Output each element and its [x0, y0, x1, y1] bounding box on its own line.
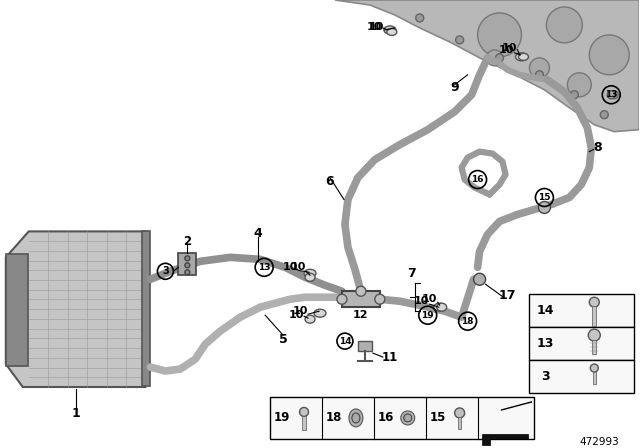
- Ellipse shape: [305, 315, 315, 323]
- Circle shape: [185, 263, 190, 268]
- Text: 3: 3: [162, 266, 169, 276]
- Text: 10: 10: [499, 45, 514, 55]
- Ellipse shape: [436, 303, 447, 311]
- Text: 16: 16: [378, 411, 394, 424]
- Text: 11: 11: [381, 351, 398, 364]
- Ellipse shape: [305, 273, 315, 281]
- Ellipse shape: [434, 303, 445, 311]
- Circle shape: [375, 294, 385, 304]
- Bar: [179, 254, 196, 275]
- Circle shape: [570, 91, 579, 99]
- Text: 14: 14: [537, 304, 554, 317]
- Circle shape: [495, 54, 504, 62]
- Text: 2: 2: [183, 235, 191, 248]
- Circle shape: [529, 58, 549, 78]
- Text: 10: 10: [414, 296, 429, 306]
- Bar: [529, 327, 634, 360]
- Text: 472993: 472993: [579, 437, 619, 447]
- Text: 10: 10: [422, 294, 437, 304]
- Ellipse shape: [314, 309, 326, 317]
- Text: 1: 1: [71, 407, 80, 420]
- Text: 8: 8: [593, 141, 602, 154]
- Circle shape: [589, 297, 599, 307]
- Ellipse shape: [384, 26, 396, 34]
- Bar: [342, 291, 380, 307]
- Polygon shape: [6, 232, 145, 387]
- Ellipse shape: [352, 413, 360, 423]
- Polygon shape: [335, 0, 639, 132]
- Circle shape: [600, 111, 608, 119]
- Bar: [143, 232, 150, 386]
- Text: 10: 10: [282, 263, 298, 272]
- Circle shape: [300, 407, 308, 417]
- Ellipse shape: [304, 269, 316, 277]
- Circle shape: [547, 7, 582, 43]
- Text: 10: 10: [367, 22, 383, 32]
- Circle shape: [538, 202, 550, 213]
- Circle shape: [611, 91, 618, 99]
- Bar: [302, 416, 306, 430]
- Circle shape: [568, 73, 591, 97]
- Circle shape: [474, 273, 486, 285]
- Polygon shape: [481, 434, 529, 445]
- Ellipse shape: [387, 28, 397, 35]
- Bar: [592, 306, 596, 326]
- Circle shape: [486, 50, 502, 66]
- Text: 14: 14: [339, 336, 351, 345]
- Text: 15: 15: [538, 193, 550, 202]
- Ellipse shape: [518, 53, 529, 60]
- Bar: [458, 417, 461, 429]
- Text: 4: 4: [254, 227, 262, 240]
- Text: 13: 13: [258, 263, 270, 272]
- Circle shape: [454, 408, 465, 418]
- Bar: [529, 294, 634, 327]
- Ellipse shape: [349, 409, 363, 427]
- Ellipse shape: [515, 53, 527, 61]
- Bar: [529, 360, 634, 393]
- Text: 10: 10: [291, 263, 306, 272]
- Text: 9: 9: [451, 81, 459, 94]
- Bar: [592, 340, 596, 354]
- Text: 10: 10: [502, 43, 517, 53]
- Text: 17: 17: [499, 289, 516, 302]
- Circle shape: [589, 35, 629, 75]
- Ellipse shape: [401, 411, 415, 425]
- Bar: [6, 254, 28, 366]
- Bar: [358, 341, 372, 351]
- Circle shape: [416, 14, 424, 22]
- Circle shape: [590, 364, 598, 372]
- Text: 18: 18: [326, 411, 342, 424]
- Circle shape: [185, 270, 190, 275]
- Text: 5: 5: [278, 332, 287, 345]
- Text: 19: 19: [421, 311, 434, 320]
- Circle shape: [607, 91, 615, 99]
- Circle shape: [456, 36, 463, 44]
- Circle shape: [185, 256, 190, 261]
- Circle shape: [536, 71, 543, 79]
- Text: 16: 16: [471, 175, 484, 184]
- Circle shape: [356, 286, 366, 296]
- Bar: [270, 397, 534, 439]
- Text: 7: 7: [408, 267, 416, 280]
- Circle shape: [404, 414, 412, 422]
- Text: 10: 10: [289, 310, 304, 320]
- Text: 6: 6: [326, 175, 334, 188]
- Text: 13: 13: [605, 90, 618, 99]
- Text: 19: 19: [274, 411, 291, 424]
- Text: 12: 12: [353, 310, 369, 320]
- Text: 3: 3: [541, 370, 550, 383]
- Circle shape: [477, 13, 522, 57]
- Text: 18: 18: [461, 317, 474, 326]
- Text: 10: 10: [369, 22, 385, 32]
- Text: 13: 13: [537, 337, 554, 350]
- Circle shape: [337, 294, 347, 304]
- Text: 15: 15: [429, 411, 446, 424]
- Circle shape: [588, 329, 600, 341]
- Bar: [593, 372, 596, 384]
- Text: 10: 10: [292, 306, 308, 316]
